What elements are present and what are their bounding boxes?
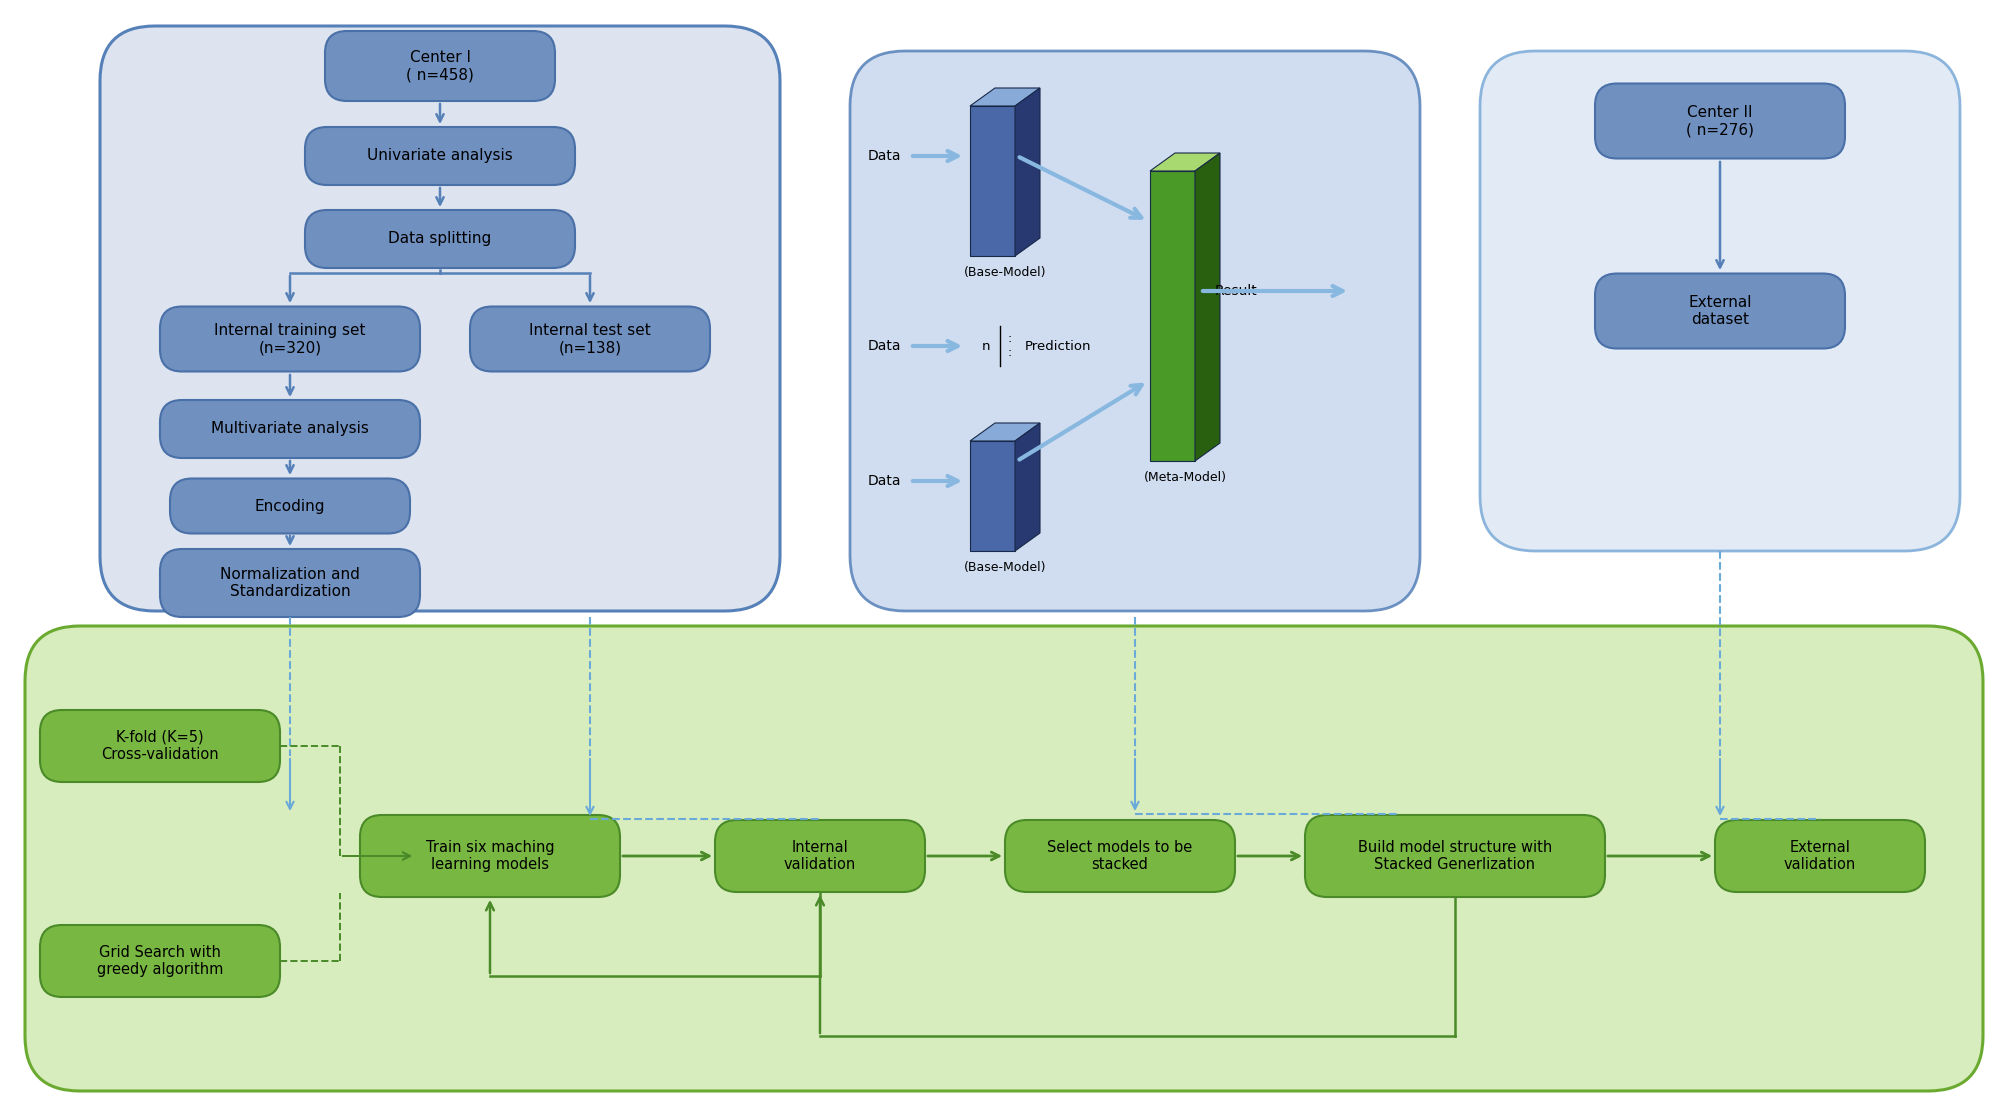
FancyBboxPatch shape xyxy=(161,307,419,371)
Text: Internal test set
(n=138): Internal test set (n=138) xyxy=(530,323,650,356)
FancyBboxPatch shape xyxy=(1594,83,1844,159)
FancyBboxPatch shape xyxy=(1594,273,1844,349)
Text: Data: Data xyxy=(867,339,901,353)
FancyBboxPatch shape xyxy=(1004,820,1234,892)
Text: K-fold (K=5)
Cross-validation: K-fold (K=5) Cross-validation xyxy=(100,730,219,762)
Polygon shape xyxy=(1014,88,1040,256)
Text: Univariate analysis: Univariate analysis xyxy=(367,149,512,163)
Text: Grid Search with
greedy algorithm: Grid Search with greedy algorithm xyxy=(96,944,223,978)
FancyBboxPatch shape xyxy=(1305,815,1604,897)
FancyBboxPatch shape xyxy=(100,26,779,611)
FancyBboxPatch shape xyxy=(171,479,409,533)
FancyBboxPatch shape xyxy=(470,307,710,371)
Text: (Base-Model): (Base-Model) xyxy=(963,266,1046,279)
Text: Train six maching
learning models: Train six maching learning models xyxy=(425,840,554,872)
FancyBboxPatch shape xyxy=(40,710,279,782)
Text: Center II
( n=276): Center II ( n=276) xyxy=(1686,104,1754,137)
FancyBboxPatch shape xyxy=(359,815,620,897)
Text: Build model structure with
Stacked Generlization: Build model structure with Stacked Gener… xyxy=(1357,840,1551,872)
Text: :: : xyxy=(1008,332,1012,346)
Text: Encoding: Encoding xyxy=(255,499,325,513)
Polygon shape xyxy=(1014,423,1040,551)
Text: Multivariate analysis: Multivariate analysis xyxy=(211,421,369,437)
Text: (Base-Model): (Base-Model) xyxy=(963,561,1046,574)
Text: Prediction: Prediction xyxy=(1024,340,1092,352)
Polygon shape xyxy=(969,423,1040,441)
Text: :: : xyxy=(1008,347,1012,360)
Text: n: n xyxy=(981,340,989,352)
Text: Select models to be
stacked: Select models to be stacked xyxy=(1048,840,1192,872)
Text: External
dataset: External dataset xyxy=(1688,294,1750,328)
FancyBboxPatch shape xyxy=(325,31,554,101)
Polygon shape xyxy=(969,106,1014,256)
Polygon shape xyxy=(1150,171,1194,461)
Polygon shape xyxy=(1194,153,1220,461)
Text: Internal
validation: Internal validation xyxy=(783,840,855,872)
FancyBboxPatch shape xyxy=(1714,820,1925,892)
Text: Data splitting: Data splitting xyxy=(387,231,492,247)
Text: External
validation: External validation xyxy=(1782,840,1854,872)
FancyBboxPatch shape xyxy=(849,51,1419,611)
FancyBboxPatch shape xyxy=(161,549,419,617)
Polygon shape xyxy=(969,88,1040,106)
Polygon shape xyxy=(969,441,1014,551)
Text: Data: Data xyxy=(867,149,901,163)
Text: Center I
( n=458): Center I ( n=458) xyxy=(405,50,474,82)
FancyBboxPatch shape xyxy=(305,127,574,186)
FancyBboxPatch shape xyxy=(40,925,279,997)
FancyBboxPatch shape xyxy=(1479,51,1959,551)
Text: (Meta-Model): (Meta-Model) xyxy=(1142,471,1226,484)
FancyBboxPatch shape xyxy=(24,625,1983,1091)
FancyBboxPatch shape xyxy=(714,820,925,892)
FancyBboxPatch shape xyxy=(305,210,574,268)
Polygon shape xyxy=(1150,153,1220,171)
Text: Internal training set
(n=320): Internal training set (n=320) xyxy=(215,323,365,356)
Text: Data: Data xyxy=(867,474,901,488)
Text: Normalization and
Standardization: Normalization and Standardization xyxy=(221,567,359,599)
FancyBboxPatch shape xyxy=(161,400,419,458)
Text: Result: Result xyxy=(1214,284,1256,298)
